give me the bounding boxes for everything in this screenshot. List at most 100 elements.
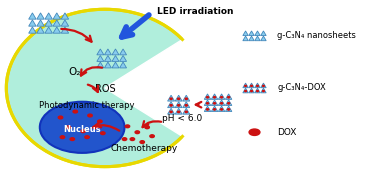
Polygon shape bbox=[183, 108, 190, 114]
Ellipse shape bbox=[257, 90, 258, 92]
Polygon shape bbox=[211, 94, 218, 99]
Polygon shape bbox=[249, 36, 254, 41]
Polygon shape bbox=[112, 56, 119, 61]
Text: DOX: DOX bbox=[277, 128, 296, 137]
Ellipse shape bbox=[170, 105, 172, 106]
Ellipse shape bbox=[214, 97, 215, 98]
Ellipse shape bbox=[150, 135, 154, 137]
Polygon shape bbox=[29, 13, 36, 19]
Polygon shape bbox=[167, 95, 175, 101]
Ellipse shape bbox=[214, 109, 215, 110]
Polygon shape bbox=[97, 62, 104, 68]
Ellipse shape bbox=[228, 97, 230, 98]
Polygon shape bbox=[225, 94, 232, 99]
Polygon shape bbox=[37, 27, 44, 33]
Ellipse shape bbox=[206, 97, 209, 98]
Polygon shape bbox=[183, 95, 190, 101]
Polygon shape bbox=[61, 27, 69, 33]
Text: Chemotherapy: Chemotherapy bbox=[111, 144, 178, 153]
Polygon shape bbox=[204, 106, 211, 111]
Ellipse shape bbox=[170, 111, 172, 113]
Ellipse shape bbox=[185, 111, 187, 113]
Text: ROS: ROS bbox=[95, 84, 116, 94]
Polygon shape bbox=[45, 27, 53, 33]
Ellipse shape bbox=[221, 103, 223, 104]
Text: pH < 6.0: pH < 6.0 bbox=[162, 114, 202, 123]
Polygon shape bbox=[249, 31, 254, 36]
Ellipse shape bbox=[122, 138, 127, 141]
Polygon shape bbox=[218, 94, 225, 99]
Polygon shape bbox=[175, 95, 182, 101]
Polygon shape bbox=[29, 27, 36, 33]
Polygon shape bbox=[29, 20, 36, 26]
Polygon shape bbox=[112, 49, 119, 55]
Polygon shape bbox=[119, 56, 127, 61]
Ellipse shape bbox=[85, 136, 89, 139]
Polygon shape bbox=[37, 13, 44, 19]
Polygon shape bbox=[211, 100, 218, 106]
Polygon shape bbox=[61, 20, 69, 26]
Ellipse shape bbox=[178, 98, 180, 100]
Ellipse shape bbox=[130, 138, 135, 141]
Ellipse shape bbox=[245, 85, 246, 87]
Polygon shape bbox=[243, 88, 248, 93]
Polygon shape bbox=[53, 27, 60, 33]
Polygon shape bbox=[119, 49, 127, 55]
Polygon shape bbox=[255, 83, 260, 88]
Polygon shape bbox=[261, 88, 266, 93]
Polygon shape bbox=[261, 36, 266, 41]
Polygon shape bbox=[243, 36, 248, 41]
Ellipse shape bbox=[135, 131, 139, 134]
Polygon shape bbox=[53, 13, 60, 19]
Polygon shape bbox=[45, 13, 53, 19]
Polygon shape bbox=[225, 106, 232, 111]
Ellipse shape bbox=[214, 103, 215, 104]
Polygon shape bbox=[183, 102, 190, 108]
Polygon shape bbox=[249, 88, 254, 93]
Ellipse shape bbox=[245, 90, 246, 92]
Polygon shape bbox=[105, 37, 208, 139]
Polygon shape bbox=[167, 102, 175, 108]
Ellipse shape bbox=[178, 105, 180, 106]
Ellipse shape bbox=[178, 111, 180, 113]
Ellipse shape bbox=[228, 103, 230, 104]
Ellipse shape bbox=[73, 110, 77, 113]
Ellipse shape bbox=[6, 9, 203, 167]
Ellipse shape bbox=[145, 126, 149, 129]
Ellipse shape bbox=[263, 90, 264, 92]
Ellipse shape bbox=[58, 116, 63, 119]
Polygon shape bbox=[255, 36, 260, 41]
Polygon shape bbox=[225, 100, 232, 106]
Polygon shape bbox=[104, 62, 112, 68]
Ellipse shape bbox=[60, 136, 65, 139]
Ellipse shape bbox=[40, 102, 124, 153]
Polygon shape bbox=[218, 100, 225, 106]
Ellipse shape bbox=[206, 103, 209, 104]
Polygon shape bbox=[167, 108, 175, 114]
Ellipse shape bbox=[93, 126, 97, 129]
Polygon shape bbox=[45, 20, 53, 26]
Ellipse shape bbox=[228, 109, 230, 110]
Polygon shape bbox=[37, 20, 44, 26]
Polygon shape bbox=[119, 62, 127, 68]
Ellipse shape bbox=[263, 85, 264, 87]
Ellipse shape bbox=[206, 109, 209, 110]
Polygon shape bbox=[255, 88, 260, 93]
Polygon shape bbox=[104, 49, 112, 55]
Polygon shape bbox=[204, 100, 211, 106]
Ellipse shape bbox=[249, 129, 260, 135]
Text: Photodynamic therapy: Photodynamic therapy bbox=[39, 101, 134, 110]
Polygon shape bbox=[261, 31, 266, 36]
Polygon shape bbox=[104, 56, 112, 61]
Polygon shape bbox=[211, 106, 218, 111]
Polygon shape bbox=[175, 108, 182, 114]
Ellipse shape bbox=[81, 130, 85, 133]
Ellipse shape bbox=[221, 97, 223, 98]
Polygon shape bbox=[204, 94, 211, 99]
Text: LED irradiation: LED irradiation bbox=[157, 7, 234, 16]
Ellipse shape bbox=[257, 85, 258, 87]
Text: g-C₃N₄ nanosheets: g-C₃N₄ nanosheets bbox=[277, 31, 356, 40]
Polygon shape bbox=[218, 106, 225, 111]
Ellipse shape bbox=[170, 98, 172, 100]
Polygon shape bbox=[97, 56, 104, 61]
